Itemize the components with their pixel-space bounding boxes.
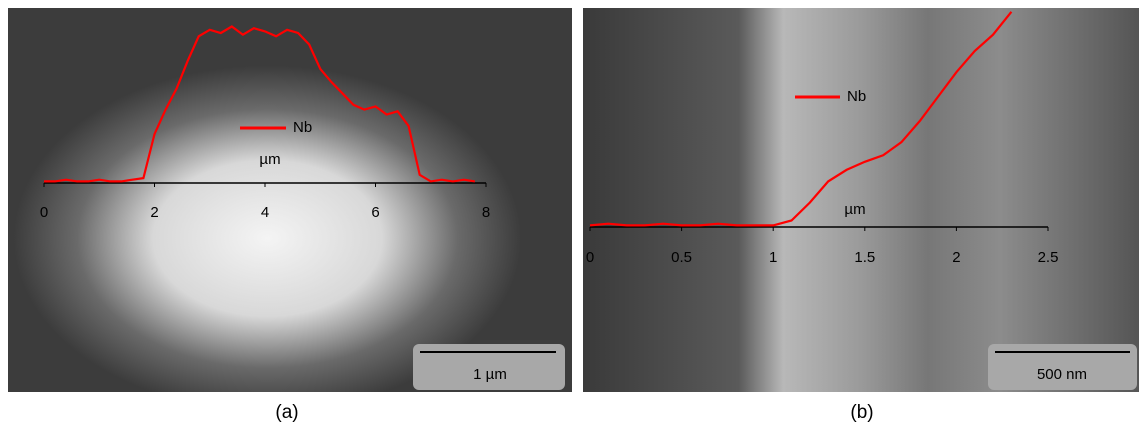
scale-bar-label: 500 nm xyxy=(1037,366,1087,383)
x-tick-label: 0.5 xyxy=(671,249,692,266)
x-tick-label: 2.5 xyxy=(1038,249,1059,266)
legend-label: Nb xyxy=(293,119,312,136)
scale-bar-box xyxy=(988,344,1137,390)
sem-image xyxy=(8,8,572,392)
panel-label: (a) xyxy=(275,402,298,423)
x-tick-label: 4 xyxy=(261,204,269,221)
x-axis-label: µm xyxy=(844,201,865,218)
legend-label: Nb xyxy=(847,88,866,105)
panel-label: (b) xyxy=(850,402,873,423)
x-tick-label: 8 xyxy=(482,204,490,221)
scale-bar-box xyxy=(413,344,565,390)
x-tick-label: 2 xyxy=(150,204,158,221)
sem-image xyxy=(583,8,1139,392)
x-tick-label: 6 xyxy=(371,204,379,221)
x-tick-label: 1.5 xyxy=(854,249,875,266)
x-tick-label: 1 xyxy=(769,249,777,266)
data-line xyxy=(44,25,476,183)
x-tick-label: 2 xyxy=(952,249,960,266)
x-axis-label: µm xyxy=(259,151,280,168)
x-tick-label: 0 xyxy=(586,249,594,266)
data-line xyxy=(589,11,1013,227)
x-tick-label: 0 xyxy=(40,204,48,221)
scale-bar-label: 1 µm xyxy=(473,366,507,383)
